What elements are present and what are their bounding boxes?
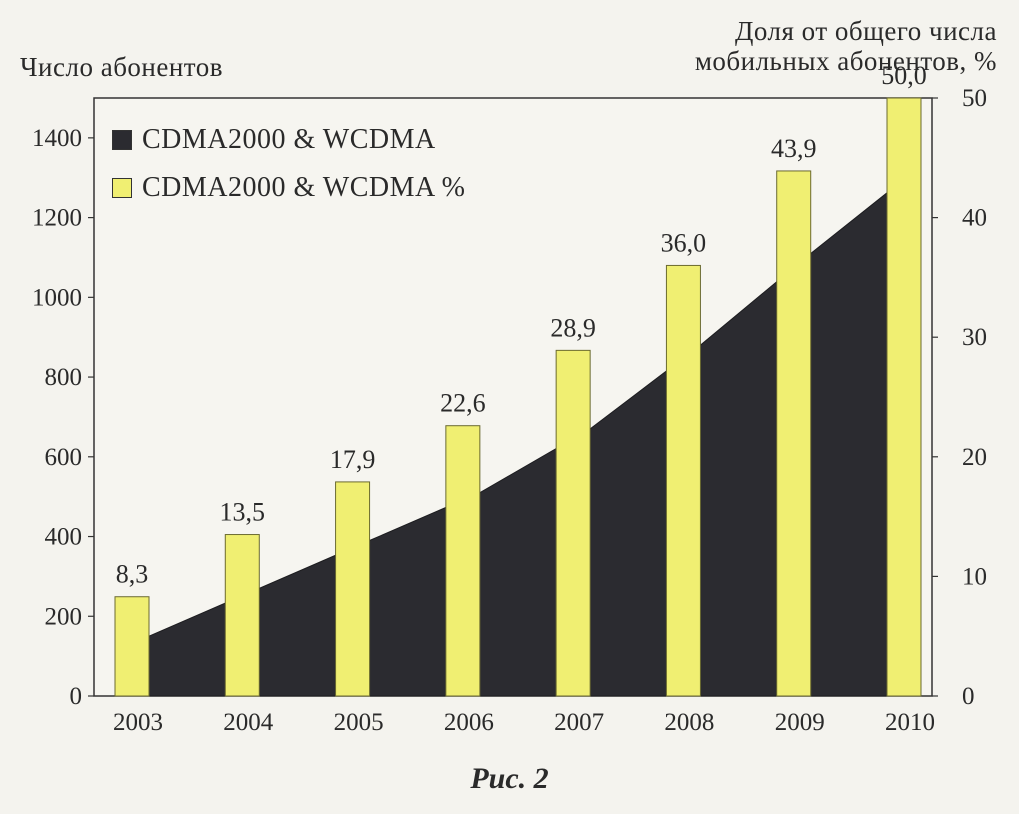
legend-swatch-bars — [112, 178, 132, 198]
left-tick-label: 200 — [45, 603, 83, 630]
left-tick-label: 400 — [45, 524, 83, 551]
data-label-2004: 13,5 — [220, 498, 266, 527]
data-label-2006: 22,6 — [440, 389, 486, 418]
bar-share-2006 — [445, 425, 481, 697]
left-tick-label: 0 — [70, 683, 83, 710]
right-tick-label: 40 — [962, 205, 987, 232]
bar-share-2010 — [886, 97, 922, 697]
right-tick-label: 30 — [962, 324, 987, 351]
left-tick-label: 800 — [45, 364, 83, 391]
right-axis-title: Доля от общего числа мобильных абонентов… — [694, 16, 997, 76]
x-tick-label: 2004 — [223, 709, 274, 736]
legend-item-area: CDMA2000 & WCDMA — [112, 116, 466, 164]
left-tick-label: 1000 — [32, 284, 82, 311]
data-label-2003: 8,3 — [116, 560, 149, 589]
bar-share-2009 — [776, 170, 812, 697]
bar-share-2005 — [335, 481, 371, 697]
legend-swatch-area — [112, 130, 132, 150]
bar-share-2008 — [665, 264, 701, 697]
data-label-2008: 36,0 — [661, 228, 707, 257]
bar-share-2007 — [555, 349, 591, 697]
x-tick-label: 2005 — [334, 709, 384, 736]
left-tick-label: 1200 — [32, 205, 82, 232]
legend-item-bars: CDMA2000 & WCDMA % — [112, 164, 466, 212]
bar-share-2004 — [224, 534, 260, 697]
data-label-2009: 43,9 — [771, 134, 817, 163]
x-tick-label: 2006 — [444, 709, 494, 736]
data-label-2005: 17,9 — [330, 445, 376, 474]
data-label-2010: 50,0 — [881, 61, 927, 90]
legend-label-area: CDMA2000 & WCDMA — [142, 124, 436, 155]
x-tick-label: 2010 — [885, 709, 935, 736]
x-tick-label: 2009 — [775, 709, 825, 736]
left-axis-title: Число абонентов — [20, 52, 223, 82]
x-tick-label: 2003 — [113, 709, 163, 736]
legend-label-bars: CDMA2000 & WCDMA % — [142, 172, 466, 203]
left-tick-label: 1400 — [32, 125, 82, 152]
left-tick-label: 600 — [45, 444, 83, 471]
legend: CDMA2000 & WCDMA CDMA2000 & WCDMA % — [112, 116, 466, 212]
right-tick-label: 10 — [962, 563, 987, 590]
x-tick-label: 2007 — [554, 709, 604, 736]
right-tick-label: 50 — [962, 85, 987, 112]
data-label-2007: 28,9 — [550, 313, 596, 342]
x-tick-label: 2008 — [664, 709, 714, 736]
right-tick-label: 0 — [962, 683, 975, 710]
bar-share-2003 — [114, 596, 150, 697]
right-tick-label: 20 — [962, 444, 987, 471]
figure-caption: Рис. 2 — [470, 762, 549, 795]
